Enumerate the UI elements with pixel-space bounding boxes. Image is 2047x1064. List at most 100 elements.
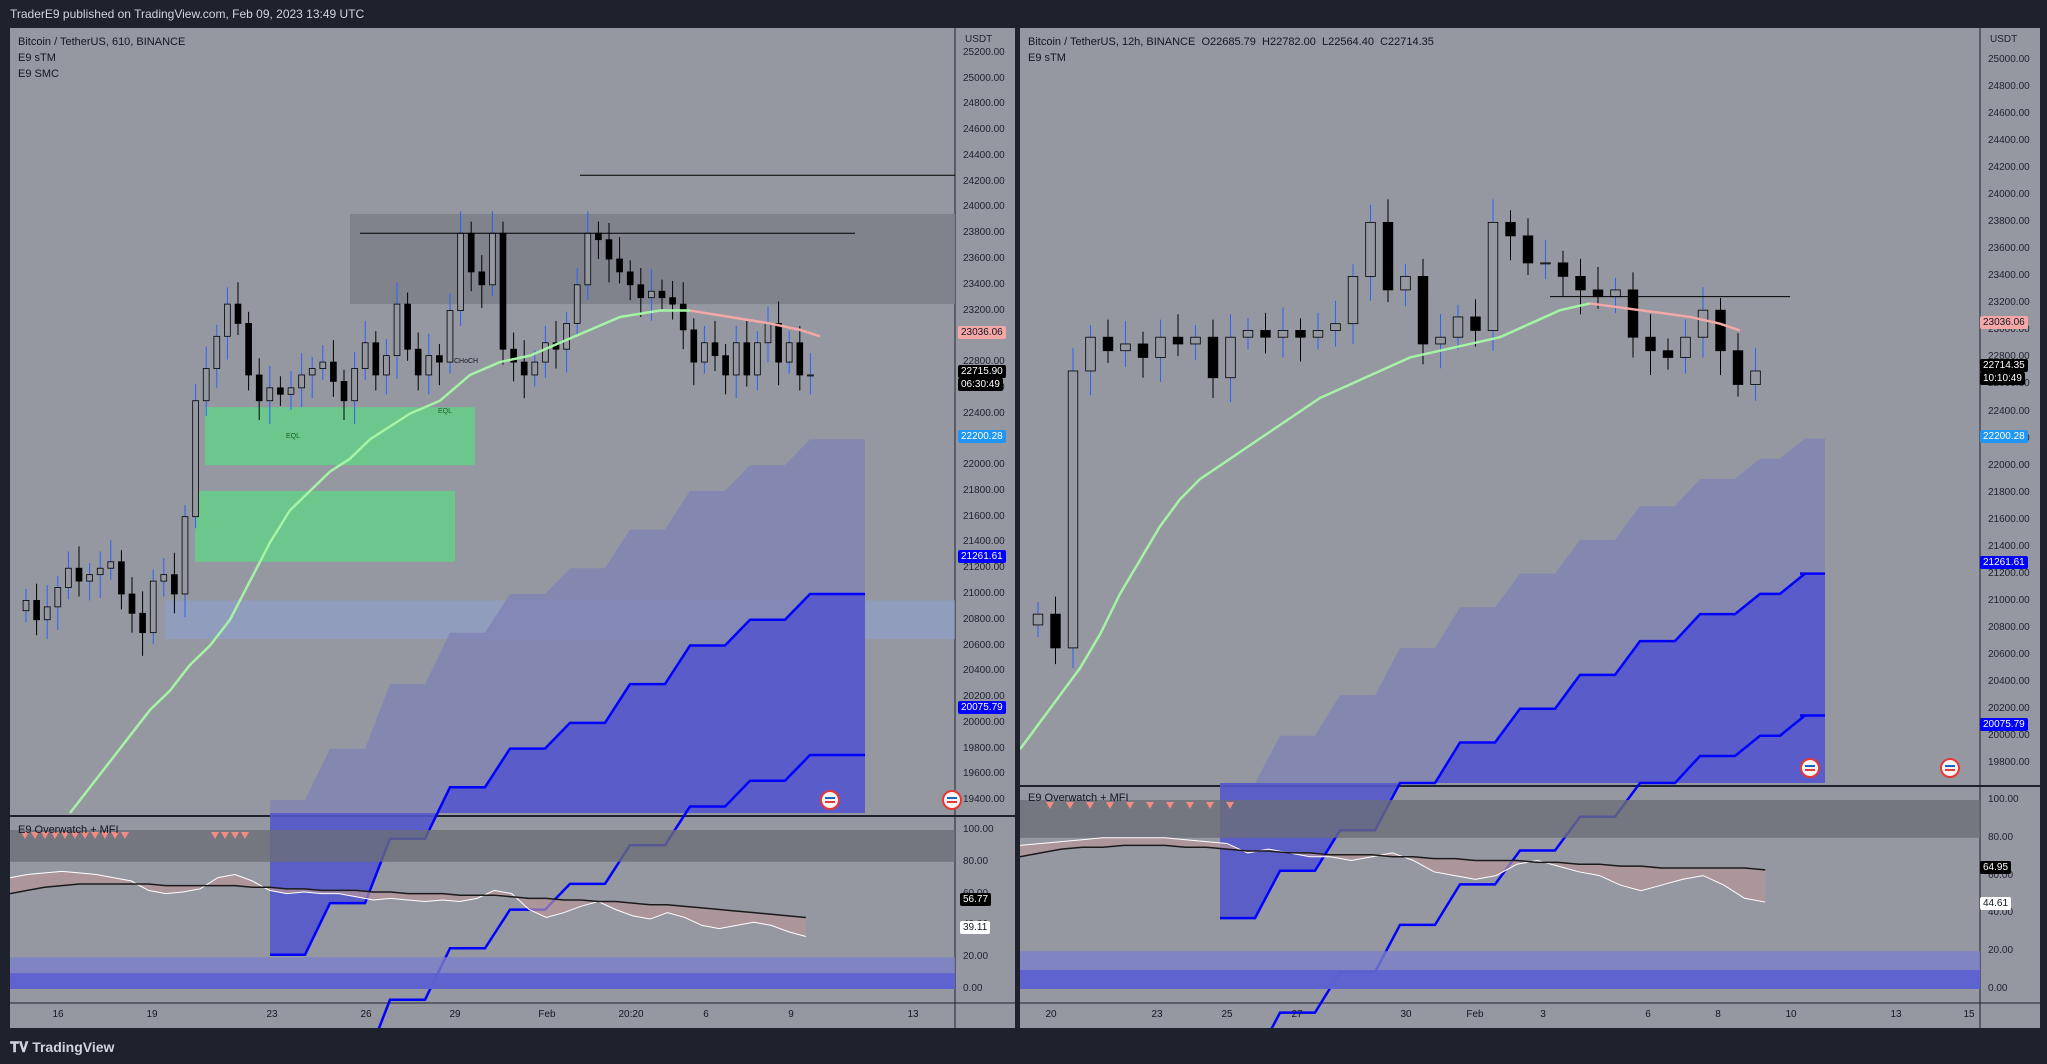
right-indicator-stm[interactable]: E9 sTM xyxy=(1028,52,1066,64)
time-axis-label: 13 xyxy=(907,1009,919,1020)
tradingview-logo[interactable]: 𝐓𝐕 TradingView xyxy=(10,1039,114,1056)
candle xyxy=(1452,316,1464,338)
candle xyxy=(414,348,422,376)
time-axis-label: 6 xyxy=(703,1009,709,1020)
candle xyxy=(234,303,242,324)
osc-axis-label: 0.00 xyxy=(963,983,983,994)
price-axis-label: 24800.00 xyxy=(1988,81,2030,93)
candle xyxy=(595,232,602,241)
price-axis-label: 24600.00 xyxy=(1988,108,2030,120)
right-osc-title[interactable]: E9 Overwatch + MFI xyxy=(1028,792,1129,804)
candle xyxy=(128,593,136,614)
price-axis-label: 20600.00 xyxy=(1988,648,2030,660)
trailing-stop-line xyxy=(1020,302,1591,750)
candle xyxy=(372,342,380,376)
osc-axis-label: 20.00 xyxy=(1988,945,2014,957)
price-axis-label: 24000.00 xyxy=(963,201,1005,213)
mfi-fill xyxy=(10,871,806,937)
candle xyxy=(33,600,40,621)
price-axis-label: 24600.00 xyxy=(963,124,1005,136)
triangle-down-icon xyxy=(1046,802,1054,809)
oversold-zone-deep xyxy=(10,973,955,989)
osc-axis-label: 60.00 xyxy=(1988,869,2014,881)
candle xyxy=(489,232,496,286)
candle xyxy=(1225,336,1236,379)
candle xyxy=(1750,370,1761,385)
price-axis-label: 21800.00 xyxy=(963,484,1005,496)
lower-band-area xyxy=(270,593,865,955)
time-axis-label: 29 xyxy=(449,1009,461,1020)
triangle-down-icon xyxy=(51,832,59,839)
candle xyxy=(573,284,581,324)
us-flag-icon[interactable] xyxy=(1940,758,1960,778)
right-ohlc-open: O22685.79 xyxy=(1201,36,1256,48)
left-osc-tag-a: 56.77 xyxy=(960,893,992,906)
left-indicator-stm[interactable]: E9 sTM xyxy=(18,52,56,64)
time-axis-label: 16 xyxy=(52,1009,64,1020)
time-axis-label: Feb xyxy=(1466,1009,1484,1020)
left-currency-label: USDT xyxy=(965,34,993,45)
price-axis-label: 21000.00 xyxy=(1988,594,2030,606)
right-chart-canvas[interactable] xyxy=(1020,28,2040,1028)
candle xyxy=(446,310,454,363)
candle xyxy=(1732,350,1744,385)
price-axis-label: 22400.00 xyxy=(963,407,1005,419)
price-axis-label: 22800.00 xyxy=(1988,351,2030,363)
candle xyxy=(1715,309,1726,352)
time-axis-label: 23 xyxy=(1151,1009,1163,1020)
triangle-down-icon xyxy=(221,832,229,839)
candle xyxy=(520,361,528,376)
overbought-zone xyxy=(1020,800,1980,838)
candle xyxy=(1312,330,1324,338)
us-flag-icon[interactable] xyxy=(942,790,962,810)
triangle-down-icon xyxy=(241,832,249,839)
candle xyxy=(499,232,507,350)
candle xyxy=(425,355,433,376)
candle xyxy=(1435,336,1446,345)
left-indicator-smc[interactable]: E9 SMC xyxy=(18,68,59,80)
price-axis-label: 20800.00 xyxy=(1988,621,2030,633)
price-axis-label: 21400.00 xyxy=(1988,540,2030,552)
tradingview-logo-text: TradingView xyxy=(32,1039,115,1055)
price-axis-label: 20400.00 xyxy=(1988,675,2030,687)
candle xyxy=(616,258,623,273)
publish-header: TraderE9 published on TradingView.com, F… xyxy=(0,0,2047,28)
right-band2-tag: 21261.61 xyxy=(1980,556,2028,569)
candle xyxy=(807,374,814,377)
candle xyxy=(1575,276,1586,291)
right-chart-title: Bitcoin / TetherUS, 12h, BINANCE O22685.… xyxy=(1028,36,1434,48)
candle xyxy=(1242,330,1254,338)
candle xyxy=(1365,221,1376,277)
price-axis-label: 22800.00 xyxy=(963,356,1005,368)
time-axis-label: 6 xyxy=(1645,1009,1651,1020)
right-trail-price-tag: 23036.06 xyxy=(1980,316,2028,329)
osc-axis-label: 20.00 xyxy=(963,951,989,963)
right-osc-tag-b: 44.61 xyxy=(1980,897,2012,910)
left-chart-canvas[interactable] xyxy=(10,28,1015,1028)
candle xyxy=(1505,221,1516,237)
tradingview-logo-icon: 𝐓𝐕 xyxy=(10,1039,33,1055)
candle xyxy=(1680,336,1691,358)
lower-band-area xyxy=(1220,573,1825,919)
price-axis-label: 23200.00 xyxy=(963,304,1005,316)
price-axis-label: 21400.00 xyxy=(963,536,1005,548)
left-last-price-tag: 22715.90 xyxy=(958,365,1006,378)
time-axis-label: 19 xyxy=(146,1009,158,1020)
price-axis-label: 20200.00 xyxy=(1988,702,2030,714)
time-axis-label: 27 xyxy=(1291,1009,1303,1020)
us-flag-icon[interactable] xyxy=(820,790,840,810)
candle xyxy=(764,323,772,344)
us-flag-icon[interactable] xyxy=(1800,758,1820,778)
trailing-stop-line-bear xyxy=(1589,302,1741,332)
price-axis-background xyxy=(955,28,1015,1028)
right-chart-panel[interactable]: Bitcoin / TetherUS, 12h, BINANCE O22685.… xyxy=(1020,28,2040,1028)
overbought-zone xyxy=(10,830,955,862)
candle xyxy=(605,239,613,260)
left-chart-panel[interactable]: Bitcoin / TetherUS, 610, BINANCE E9 sTM … xyxy=(10,28,1015,1028)
price-axis-label: 24400.00 xyxy=(1988,135,2030,147)
triangle-down-icon xyxy=(61,832,69,839)
left-osc-title[interactable]: E9 Overwatch + MFI xyxy=(18,824,119,836)
price-axis-label: 21600.00 xyxy=(1988,513,2030,525)
time-axis-label: 25 xyxy=(1221,1009,1233,1020)
triangle-down-icon xyxy=(1146,802,1154,809)
